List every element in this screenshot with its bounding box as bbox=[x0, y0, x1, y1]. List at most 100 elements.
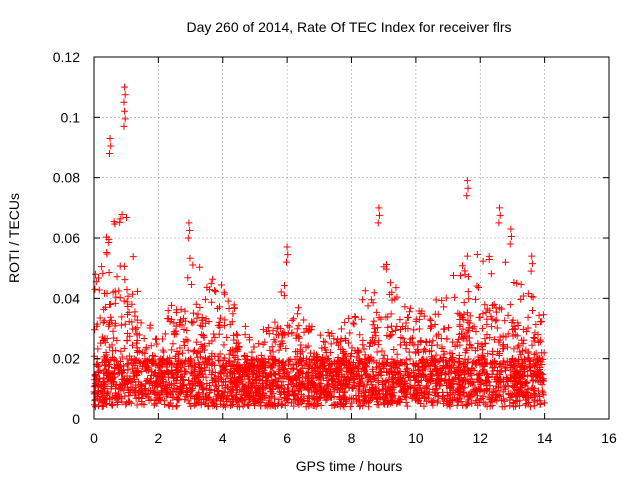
data-point bbox=[91, 379, 99, 387]
data-point bbox=[390, 383, 398, 391]
data-point bbox=[117, 321, 125, 329]
data-point bbox=[183, 389, 191, 397]
data-point bbox=[321, 338, 329, 346]
data-point bbox=[187, 356, 195, 364]
data-point bbox=[182, 336, 190, 344]
data-point bbox=[278, 359, 286, 367]
data-point bbox=[272, 331, 280, 339]
data-point bbox=[187, 281, 195, 289]
data-point bbox=[499, 332, 507, 340]
data-point bbox=[355, 347, 363, 355]
data-point bbox=[225, 350, 233, 358]
data-point bbox=[203, 283, 211, 291]
data-point bbox=[368, 394, 376, 402]
data-point bbox=[99, 269, 107, 277]
data-point bbox=[335, 378, 343, 386]
data-point bbox=[293, 325, 301, 333]
data-point bbox=[117, 347, 125, 355]
data-point bbox=[462, 345, 470, 353]
data-point bbox=[499, 388, 507, 396]
data-point bbox=[423, 356, 431, 364]
data-point bbox=[157, 355, 165, 363]
data-point bbox=[147, 342, 155, 350]
data-point bbox=[230, 377, 238, 385]
data-point bbox=[434, 366, 442, 374]
data-point bbox=[507, 225, 515, 233]
data-point bbox=[503, 376, 511, 384]
data-point bbox=[507, 358, 515, 366]
x-tick-label: 4 bbox=[219, 430, 227, 446]
data-point bbox=[120, 376, 128, 384]
data-point bbox=[333, 339, 341, 347]
data-point bbox=[170, 382, 178, 390]
data-point bbox=[260, 384, 268, 392]
data-point bbox=[440, 348, 448, 356]
data-point bbox=[496, 304, 504, 312]
data-point bbox=[116, 262, 124, 270]
data-point bbox=[404, 325, 412, 333]
data-point bbox=[350, 320, 358, 328]
data-point bbox=[323, 392, 331, 400]
data-point bbox=[496, 204, 504, 212]
data-point bbox=[277, 288, 285, 296]
data-point bbox=[232, 383, 240, 391]
data-point bbox=[482, 359, 490, 367]
data-point bbox=[216, 397, 224, 405]
data-point bbox=[387, 367, 395, 375]
data-point bbox=[395, 360, 403, 368]
data-point bbox=[294, 304, 302, 312]
data-point bbox=[465, 391, 473, 399]
data-point bbox=[214, 372, 222, 380]
data-point bbox=[449, 356, 457, 364]
data-point bbox=[426, 338, 434, 346]
data-point bbox=[358, 315, 366, 323]
data-point bbox=[275, 346, 283, 354]
data-point bbox=[118, 353, 126, 361]
data-point bbox=[478, 351, 486, 359]
data-point bbox=[214, 393, 222, 401]
data-point bbox=[463, 401, 471, 409]
data-point bbox=[497, 363, 505, 371]
data-point bbox=[473, 250, 481, 258]
data-point bbox=[273, 325, 281, 333]
data-point bbox=[189, 348, 197, 356]
data-point bbox=[326, 361, 334, 369]
data-point bbox=[539, 389, 547, 397]
data-point bbox=[96, 314, 104, 322]
y-tick-label: 0.02 bbox=[53, 351, 80, 367]
data-point bbox=[517, 351, 525, 359]
data-point bbox=[518, 372, 526, 380]
data-point bbox=[128, 300, 136, 308]
data-point bbox=[443, 381, 451, 389]
data-point bbox=[106, 134, 114, 142]
data-point bbox=[131, 391, 139, 399]
data-point bbox=[252, 399, 260, 407]
data-point bbox=[438, 343, 446, 351]
data-point bbox=[472, 328, 480, 336]
data-point bbox=[327, 340, 335, 348]
data-point bbox=[489, 367, 497, 375]
data-point bbox=[306, 361, 314, 369]
data-point bbox=[488, 370, 496, 378]
data-point bbox=[490, 300, 498, 308]
data-point bbox=[516, 363, 524, 371]
data-point bbox=[463, 328, 471, 336]
data-point bbox=[121, 276, 129, 284]
data-point bbox=[388, 296, 396, 304]
data-point bbox=[159, 335, 167, 343]
data-point bbox=[220, 341, 228, 349]
data-point bbox=[511, 402, 519, 410]
data-point bbox=[525, 356, 533, 364]
data-point bbox=[466, 341, 474, 349]
data-point bbox=[229, 310, 237, 318]
data-point bbox=[536, 355, 544, 363]
data-point bbox=[270, 336, 278, 344]
data-point bbox=[217, 281, 225, 289]
data-point bbox=[183, 326, 191, 334]
data-point bbox=[243, 353, 251, 361]
data-point bbox=[126, 389, 134, 397]
data-point bbox=[508, 393, 516, 401]
data-point bbox=[504, 330, 512, 338]
data-point bbox=[297, 367, 305, 375]
data-point bbox=[455, 330, 463, 338]
